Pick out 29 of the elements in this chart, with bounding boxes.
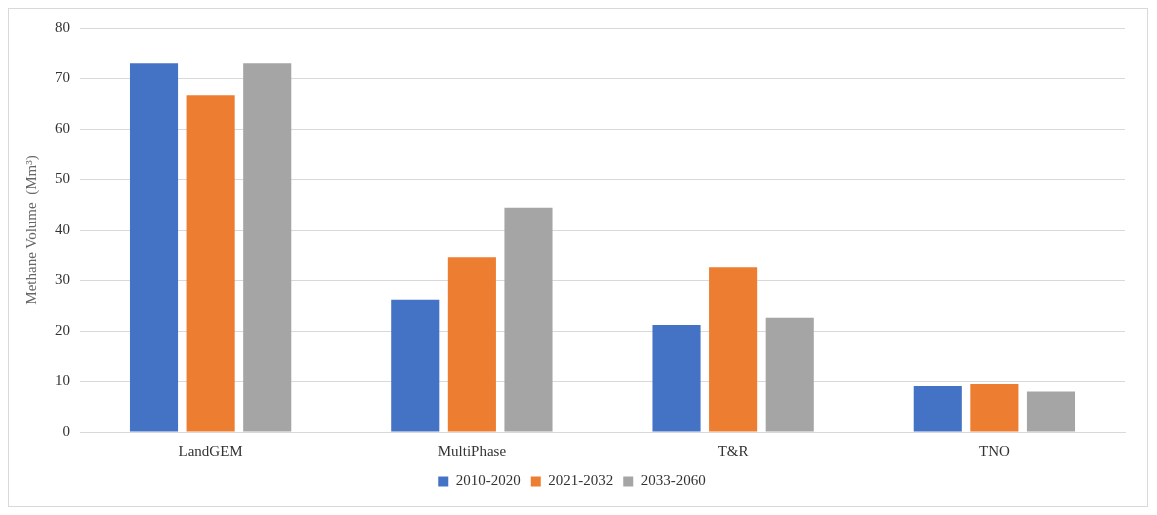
y-tick-label: 70	[55, 69, 70, 86]
legend-label: 2033-2060	[640, 472, 706, 489]
bar	[709, 267, 758, 432]
y-tick-label: 0	[62, 422, 70, 439]
y-tick-label: 20	[55, 321, 70, 338]
x-tick-label: T&R	[717, 442, 749, 459]
x-tick-label: TNO	[978, 442, 1010, 459]
y-tick-label: 30	[55, 271, 70, 288]
bar	[391, 299, 440, 432]
bar	[1026, 391, 1076, 432]
bar	[504, 207, 553, 432]
x-tick-label: MultiPhase	[437, 442, 507, 459]
legend-label: 2021-2032	[548, 472, 614, 489]
y-tick-label: 80	[55, 18, 70, 35]
y-tick-label: 10	[55, 372, 70, 389]
legend-label: 2010-2020	[455, 472, 521, 489]
bar	[652, 324, 701, 432]
y-axis-title: Methane Volume (Mm³)	[22, 155, 40, 305]
y-tick-label: 40	[55, 220, 70, 237]
bar	[186, 95, 235, 432]
bar	[447, 257, 496, 432]
bar	[243, 63, 292, 432]
y-tick-label: 60	[55, 119, 70, 136]
bar	[765, 317, 814, 432]
bar	[913, 386, 962, 432]
bar	[970, 384, 1019, 432]
bar	[129, 63, 179, 432]
x-tick-label: LandGEM	[178, 442, 243, 459]
y-tick-label: 50	[55, 170, 70, 187]
